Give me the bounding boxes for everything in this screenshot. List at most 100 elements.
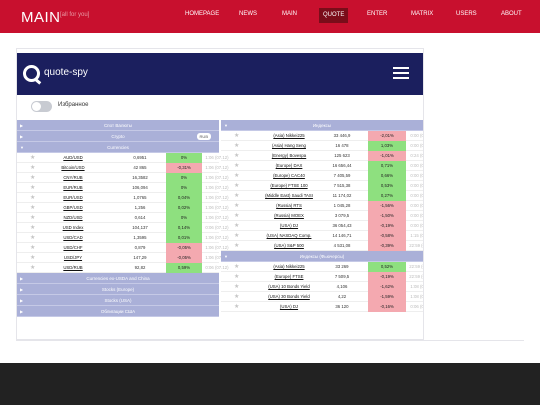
quote-name[interactable]: CNY/RUB — [63, 175, 83, 180]
favorite-star-icon[interactable]: ★ — [30, 265, 36, 271]
quote-value: 4,106 — [336, 284, 348, 289]
section-header[interactable]: ▶ Crypto RUB — [17, 131, 219, 142]
favorite-star-icon[interactable]: ★ — [234, 143, 240, 149]
quote-change: 0,04% — [166, 193, 202, 203]
section-arrow-icon: ▼ — [224, 123, 228, 128]
favorite-star-icon[interactable]: ★ — [234, 213, 240, 219]
favorite-star-icon[interactable]: ★ — [234, 274, 240, 280]
favorite-star-icon[interactable]: ★ — [234, 304, 240, 310]
favorite-star-icon[interactable]: ★ — [30, 155, 36, 161]
favorite-star-icon[interactable]: ★ — [30, 245, 36, 251]
favorite-star-icon[interactable]: ★ — [234, 264, 240, 270]
section-header[interactable]: ▶ Спот Валюты — [17, 120, 219, 131]
favorite-star-icon[interactable]: ★ — [234, 294, 240, 300]
currency-badge[interactable]: RUB — [196, 133, 211, 140]
favorite-star-icon[interactable]: ★ — [234, 183, 240, 189]
section-title: Stocks (Europe) — [101, 287, 135, 292]
favorite-star-icon[interactable]: ★ — [234, 243, 240, 249]
quote-name[interactable]: (Europe) FTSE 100 — [270, 183, 308, 188]
favorite-star-icon[interactable]: ★ — [234, 284, 240, 290]
quote-name[interactable]: AUD/USD — [63, 155, 83, 160]
quote-value: 16,3582 — [132, 175, 148, 180]
quote-name[interactable]: (Asia) Nikkei225 — [273, 264, 305, 269]
quote-name[interactable]: (Asia) Nikkei225 — [273, 133, 305, 138]
section-header[interactable]: ▶ Облигации США — [17, 306, 219, 317]
favorite-star-icon[interactable]: ★ — [234, 233, 240, 239]
quote-name[interactable]: (USA) DJ — [279, 304, 299, 309]
quote-name[interactable]: (Russia) RTS — [276, 203, 302, 208]
section-title: Currencies ex-USDA and China — [86, 276, 150, 281]
nav-enter[interactable]: ENTER — [367, 11, 388, 17]
nav-about[interactable]: ABOUT — [501, 11, 522, 17]
section-header[interactable]: ▼ Currencies — [17, 142, 219, 153]
quote-name[interactable]: USD/JPY — [63, 255, 83, 260]
quote-value: 11 174,02 — [332, 193, 352, 198]
section-title: Облигации США — [100, 309, 136, 314]
quote-time: 0:24 (07.12) — [410, 153, 424, 158]
quote-name[interactable]: (Middle East) Saudi TASI — [265, 193, 313, 198]
quote-name[interactable]: (Europe) DAX — [275, 163, 303, 168]
quote-name[interactable]: (USA) S&P 500 — [274, 243, 304, 248]
favorite-star-icon[interactable]: ★ — [234, 173, 240, 179]
quote-name[interactable]: USD Index — [62, 225, 84, 230]
nav-quote[interactable]: QUOTE — [319, 8, 349, 23]
favorite-star-icon[interactable]: ★ — [234, 203, 240, 209]
quote-row: ★ (USA) 10 Bonds Yield 4,106 -1,62% 1:08 (07… — [221, 282, 423, 292]
nav-matrix[interactable]: MATRIX — [411, 11, 434, 17]
quote-name[interactable]: (Energy) Bovespa — [271, 153, 307, 158]
favorite-star-icon[interactable]: ★ — [234, 163, 240, 169]
quote-name[interactable]: USD/CHF — [63, 245, 83, 250]
favorite-star-icon[interactable]: ★ — [234, 193, 240, 199]
section-header[interactable]: ▶ Stocks (USA) — [17, 295, 219, 306]
favorite-star-icon[interactable]: ★ — [234, 223, 240, 229]
favorite-star-icon[interactable]: ★ — [30, 255, 36, 261]
quote-name[interactable]: USD/CAD — [63, 235, 83, 240]
favorite-star-icon[interactable]: ★ — [30, 225, 36, 231]
quote-time: 0:00 (07.12) — [410, 203, 424, 208]
section-header[interactable]: ▶ Stocks (Europe) — [17, 284, 219, 295]
quote-name[interactable]: (Asia) Hang Seng — [272, 143, 306, 148]
favorites-toggle[interactable] — [31, 101, 52, 112]
favorite-star-icon[interactable]: ★ — [30, 165, 36, 171]
quote-name[interactable]: GBP/USD — [63, 205, 83, 210]
site-logo[interactable]: MAIN — [21, 9, 61, 26]
quote-name[interactable]: EUR/RUB — [63, 185, 83, 190]
app-brand[interactable]: quote-spy — [44, 67, 88, 78]
favorite-star-icon[interactable]: ★ — [30, 195, 36, 201]
section-arrow-icon: ▶ — [20, 123, 24, 128]
quote-value: 0,6951 — [133, 155, 147, 160]
quote-change: 0,01% — [166, 233, 202, 243]
quote-name[interactable]: EUR/USD — [63, 195, 83, 200]
quote-row: ★ (Asia) Nikkei225 33 269 0,52%22:59 (06.12… — [221, 262, 423, 272]
quote-name[interactable]: (USA) 30 Bonds Yield — [268, 294, 310, 299]
quote-name[interactable]: (Europe) CAC40 — [273, 173, 305, 178]
nav-main[interactable]: MAIN — [282, 11, 297, 17]
quote-name[interactable]: (Europe) FTSE — [274, 274, 304, 279]
favorite-star-icon[interactable]: ★ — [30, 205, 36, 211]
quote-row: ★ (Europe) CAC40 7 405,59 0,66% 0:00 (07.12) — [221, 171, 423, 181]
section-header[interactable]: ▼ Индексы — [221, 120, 423, 131]
favorite-star-icon[interactable]: ★ — [30, 185, 36, 191]
favorite-star-icon[interactable]: ★ — [30, 215, 36, 221]
quote-name[interactable]: (USA) NASDAQ Comp. — [266, 233, 312, 238]
quote-name[interactable]: (Russia) MOEX — [274, 213, 304, 218]
section-header[interactable]: ▶ Currencies ex-USDA and China — [17, 273, 219, 284]
favorite-star-icon[interactable]: ★ — [30, 175, 36, 181]
quote-row: ★ (USA) DJ 36 054,43 -0,19% 0:00 (07.12) — [221, 221, 423, 231]
nav-news[interactable]: NEWS — [239, 11, 257, 17]
nav-homepage[interactable]: HOMEPAGE — [185, 11, 220, 17]
quote-row: ★ (Europe) FTSE 100 7 515,38 0,53% 0:00 (07.… — [221, 181, 423, 191]
quote-name[interactable]: (USA) 10 Bonds Yield — [268, 284, 310, 289]
favorite-star-icon[interactable]: ★ — [234, 153, 240, 159]
quote-name[interactable]: (USA) DJ — [279, 223, 299, 228]
favorite-star-icon[interactable]: ★ — [234, 133, 240, 139]
quote-name[interactable]: Bitcoin/USD — [61, 165, 85, 170]
right-quote-panel: ▼ Индексы ★ (Asia) Nikkei225 33 446,9 -2,01% 0… — [221, 120, 423, 312]
nav-users[interactable]: USERS — [456, 11, 477, 17]
quote-name[interactable]: NZD/USD — [63, 215, 83, 220]
favorite-star-icon[interactable]: ★ — [30, 235, 36, 241]
quote-name[interactable]: USD/RUB — [63, 265, 83, 270]
section-header[interactable]: ▼ Индексы (Фьючерсы) — [221, 251, 423, 262]
menu-icon[interactable] — [393, 67, 409, 79]
quote-change: 0,71% — [368, 161, 406, 171]
